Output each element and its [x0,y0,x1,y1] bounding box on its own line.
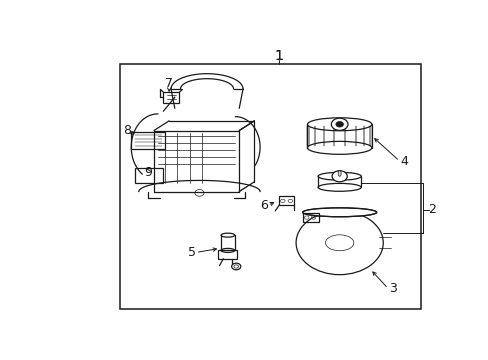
Circle shape [331,118,347,130]
Bar [218,251,237,259]
Text: 5: 5 [187,246,196,259]
Circle shape [335,122,343,127]
Ellipse shape [317,172,361,180]
Bar [120,64,420,309]
Ellipse shape [221,233,234,237]
Ellipse shape [307,118,371,131]
Bar [135,168,163,183]
Text: 1: 1 [274,49,283,63]
Text: 8: 8 [123,124,131,137]
Ellipse shape [338,171,341,176]
Text: 3: 3 [388,282,396,295]
Text: 6: 6 [260,199,267,212]
Circle shape [331,171,346,182]
Text: 4: 4 [399,154,407,167]
Ellipse shape [302,208,376,217]
Text: 2: 2 [427,203,435,216]
Bar [279,197,294,205]
Bar [302,213,318,222]
Text: 1: 1 [274,49,283,63]
Bar [163,92,179,103]
Text: 7: 7 [165,77,173,90]
Text: 9: 9 [144,166,152,179]
Bar [131,132,165,149]
Circle shape [195,190,203,196]
